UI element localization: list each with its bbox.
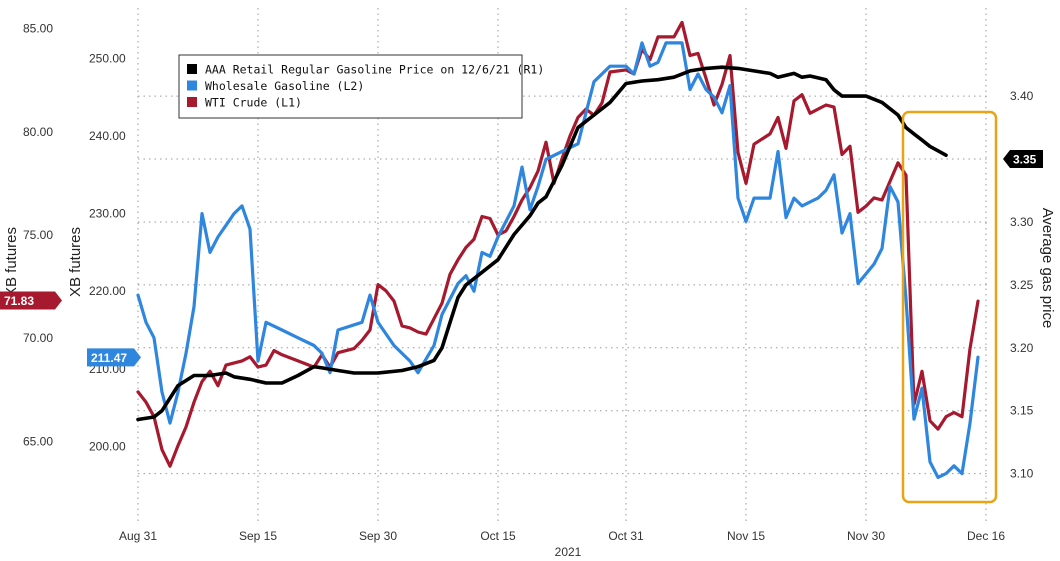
legend-entry: AAA Retail Regular Gasoline Price on 12/…	[205, 63, 544, 77]
legend-box	[178, 54, 523, 119]
legend-entry: WTI Crude (L1)	[205, 96, 302, 110]
x-tick-label: Oct 31	[608, 529, 644, 543]
l1-tick-label: 75.00	[23, 228, 53, 242]
r1-tick-label: 3.25	[1010, 278, 1034, 292]
legend-swatch	[187, 64, 197, 74]
x-tick-label: Sep 30	[359, 529, 397, 543]
highlight-box	[901, 110, 998, 504]
x-axis-year-label: 2021	[555, 545, 582, 559]
legend-swatch	[187, 97, 197, 107]
series-line-l1	[136, 20, 980, 468]
series-line-r1	[136, 65, 948, 422]
l2-tick-label: 230.00	[89, 207, 126, 221]
l2-tick-label: 220.00	[89, 284, 126, 298]
axis-title-l2: XB futures	[67, 227, 84, 297]
legend: AAA Retail Regular Gasoline Price on 12/…	[178, 54, 544, 119]
l2-tick-label: 250.00	[89, 51, 126, 65]
l2-tick-label: 200.00	[89, 439, 126, 453]
l1-tick-label: 85.00	[23, 22, 53, 36]
last-value-tag	[87, 348, 141, 367]
r1-tick-label: 3.10	[1010, 467, 1034, 481]
x-tick-label: Nov 30	[847, 529, 885, 543]
l1-tick-label: 80.00	[23, 125, 53, 139]
x-tick-label: Dec 16	[967, 529, 1005, 543]
last-value-tag-label: 211.47	[91, 351, 127, 365]
axis-title-l1: XB futures	[3, 227, 20, 297]
legend-entry: Wholesale Gasoline (L2)	[205, 79, 364, 93]
r1-tick-label: 3.20	[1010, 341, 1034, 355]
x-tick-label: Oct 15	[480, 529, 516, 543]
legend-swatch	[187, 80, 197, 91]
r1-tick-label: 3.30	[1010, 215, 1034, 229]
last-value-tag-label: 71.83	[4, 294, 34, 308]
axis-title-r1: Average gas price	[1039, 208, 1056, 329]
last-value-tag-label: 3.35	[1013, 153, 1037, 167]
x-tick-label: Aug 31	[119, 529, 157, 543]
x-tick-label: Sep 15	[239, 529, 277, 543]
tick-labels: 3.10 3.15 3.20 3.25 3.30 3.35 3.40 Aug 31 Sep 15…	[23, 22, 1034, 543]
last-value-tag	[1003, 150, 1043, 169]
series-line-l2	[136, 41, 980, 479]
l1-tick-label: 70.00	[23, 331, 53, 345]
l1-tick-label: 65.00	[23, 434, 53, 448]
r1-tick-label: 3.15	[1010, 404, 1034, 418]
series-lines	[136, 20, 980, 479]
r1-tick-label: 3.40	[1010, 89, 1034, 103]
last-value-tags: 71.83 211.47 3.35	[0, 150, 1043, 367]
last-value-tag	[0, 291, 62, 310]
l2-tick-label: 240.00	[89, 129, 126, 143]
x-tick-label: Nov 15	[727, 529, 765, 543]
